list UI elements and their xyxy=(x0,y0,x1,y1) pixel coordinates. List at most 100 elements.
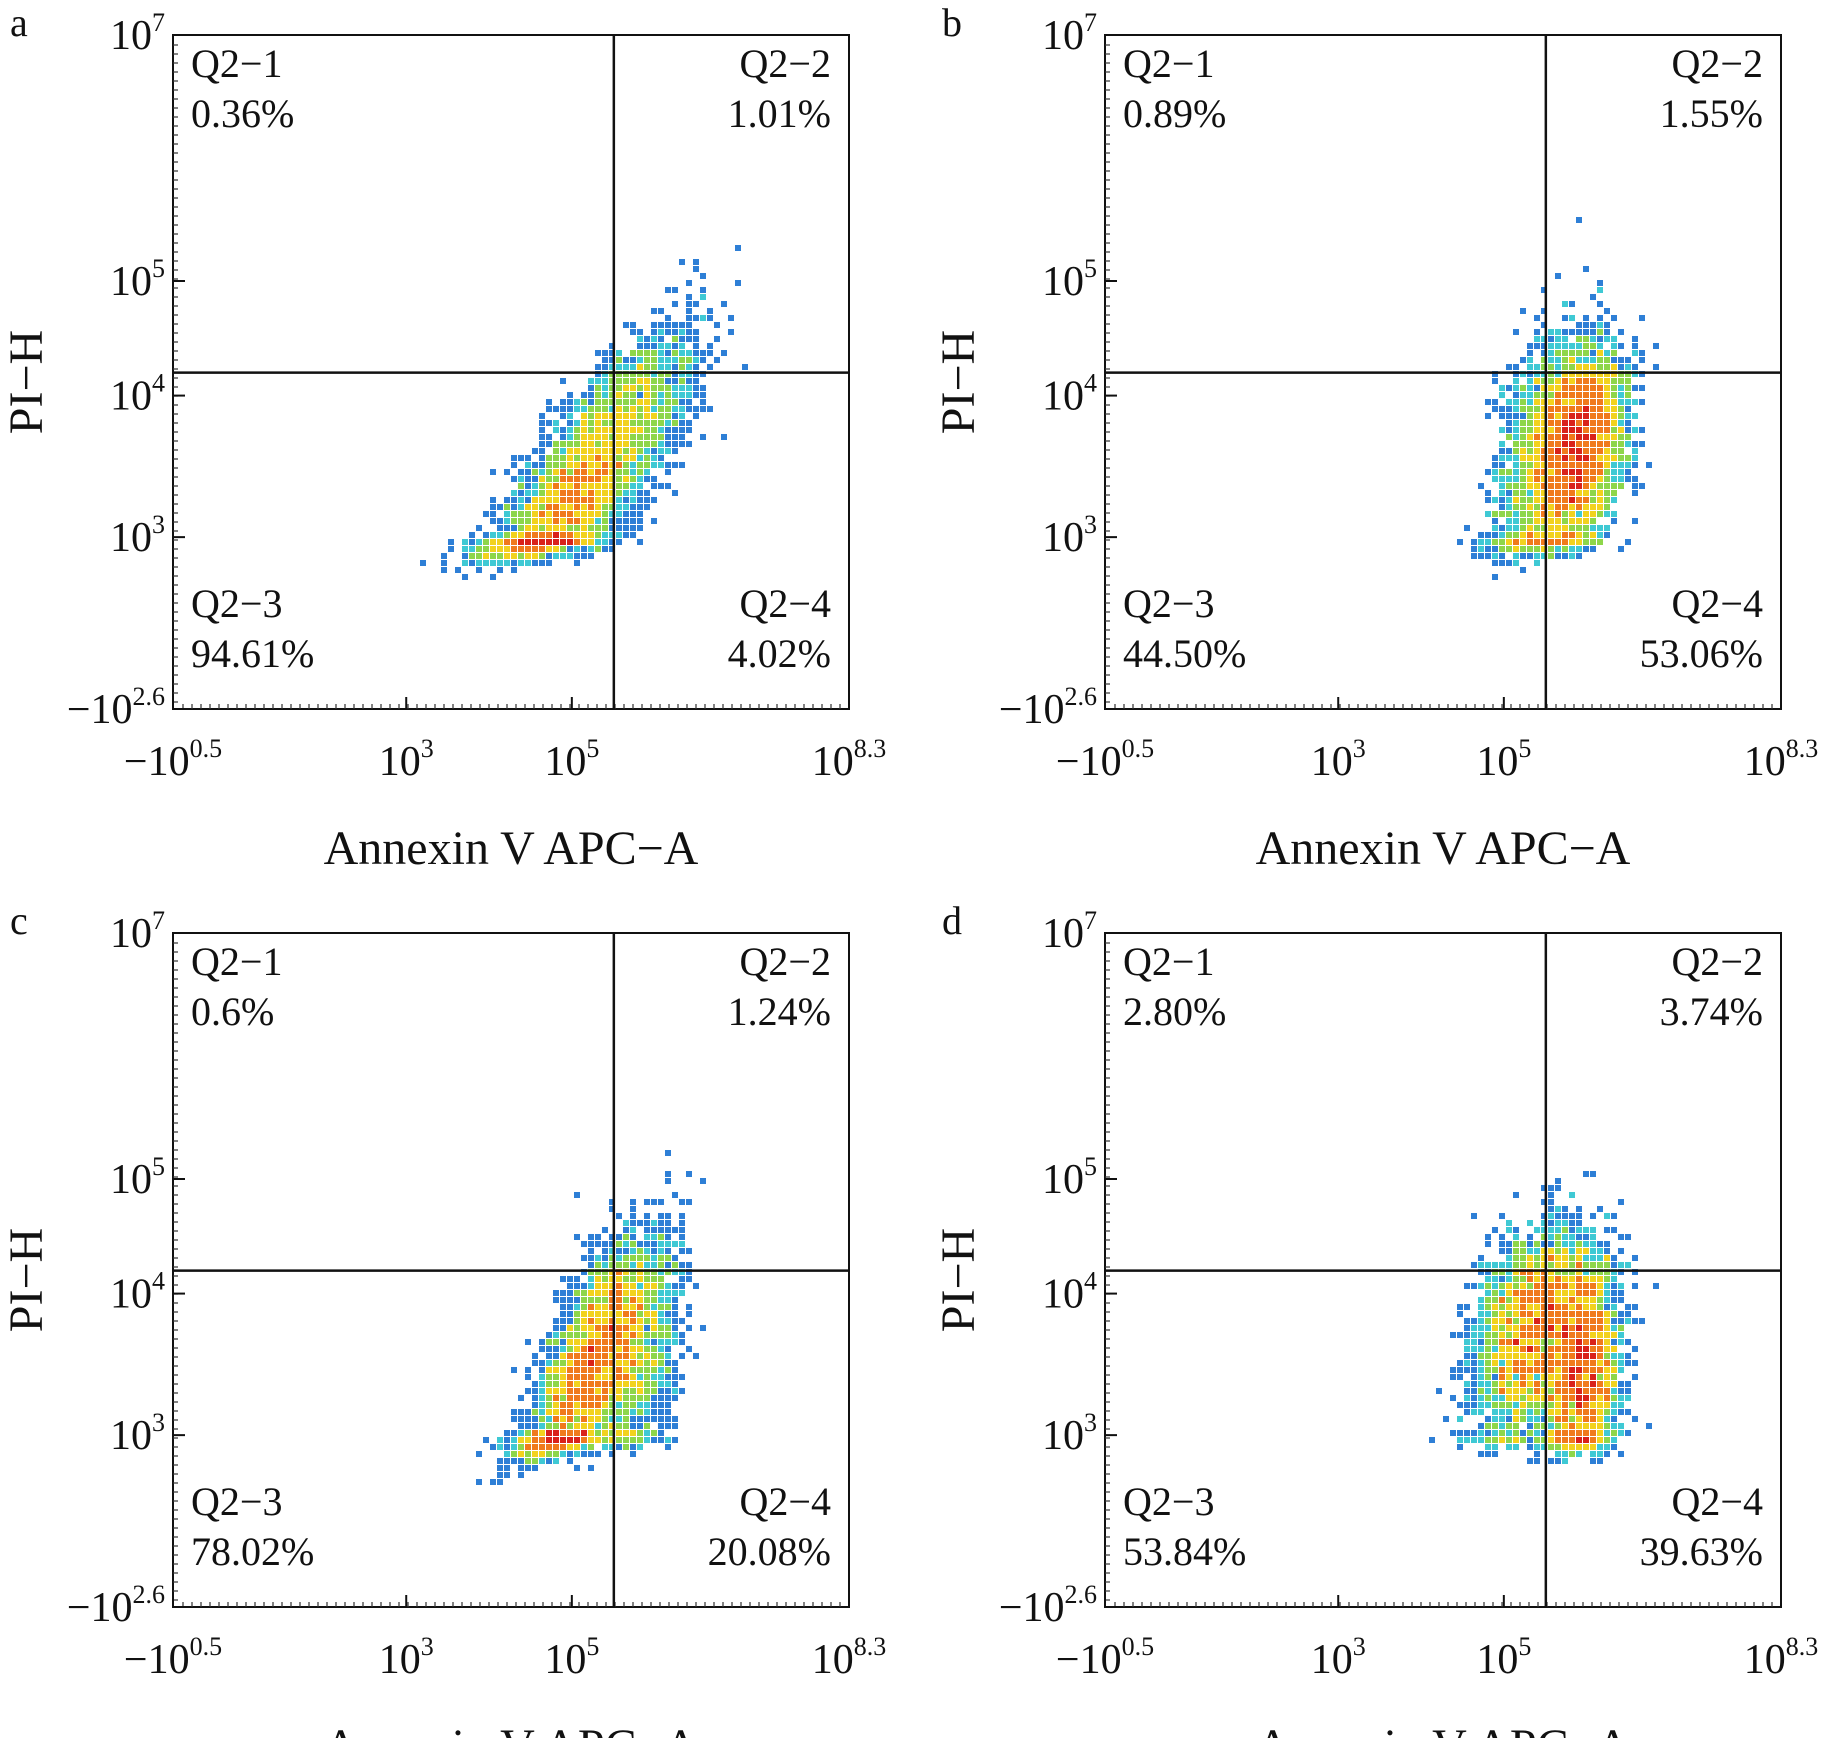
event-bin xyxy=(644,1241,650,1247)
event-bin xyxy=(553,1444,559,1450)
event-bin xyxy=(1513,371,1519,377)
event-bin xyxy=(1513,1241,1519,1247)
event-bin xyxy=(595,497,601,503)
event-bin xyxy=(525,546,531,552)
event-bin xyxy=(602,1276,608,1282)
event-bin xyxy=(665,413,671,419)
event-bin xyxy=(532,546,538,552)
event-bin xyxy=(574,441,580,447)
event-bin xyxy=(616,420,622,426)
event-bin xyxy=(637,413,643,419)
x-tick-label: 108.3 xyxy=(812,734,887,785)
event-bin xyxy=(1597,1262,1603,1268)
event-bin xyxy=(560,399,566,405)
event-bin xyxy=(1576,1423,1582,1429)
event-bin xyxy=(1464,1360,1470,1366)
event-bin xyxy=(1520,1437,1526,1443)
event-bin xyxy=(1604,364,1610,370)
event-bin xyxy=(567,553,573,559)
event-density-points xyxy=(1457,217,1659,580)
event-bin xyxy=(1548,441,1554,447)
event-bin xyxy=(1485,1276,1491,1282)
event-bin xyxy=(581,1339,587,1345)
event-bin xyxy=(532,1402,538,1408)
event-bin xyxy=(511,511,517,517)
event-bin xyxy=(581,497,587,503)
event-bin xyxy=(1562,1374,1568,1380)
event-bin xyxy=(651,1304,657,1310)
event-bin xyxy=(511,539,517,545)
event-bin xyxy=(553,1339,559,1345)
event-bin xyxy=(1611,364,1617,370)
event-bin xyxy=(686,1248,692,1254)
event-bin xyxy=(1541,385,1547,391)
event-bin xyxy=(679,420,685,426)
event-bin xyxy=(532,1444,538,1450)
event-bin xyxy=(1590,1171,1596,1177)
event-bin xyxy=(1597,441,1603,447)
event-bin xyxy=(588,532,594,538)
y-tick-label: 103 xyxy=(1042,510,1097,561)
event-bin xyxy=(1611,1269,1617,1275)
event-bin xyxy=(1611,406,1617,412)
event-bin xyxy=(609,1437,615,1443)
event-bin xyxy=(1590,1255,1596,1261)
event-bin xyxy=(1611,1360,1617,1366)
event-bin xyxy=(1611,462,1617,468)
event-bin xyxy=(609,420,615,426)
event-bin xyxy=(693,385,699,391)
event-bin xyxy=(595,1409,601,1415)
event-bin xyxy=(595,448,601,454)
event-bin xyxy=(1590,1374,1596,1380)
event-bin xyxy=(588,1465,594,1471)
event-bin xyxy=(1541,448,1547,454)
event-bin xyxy=(525,525,531,531)
event-bin xyxy=(1485,1311,1491,1317)
event-bin xyxy=(1590,385,1596,391)
event-bin xyxy=(1485,1402,1491,1408)
event-bin xyxy=(630,413,636,419)
event-bin xyxy=(1618,476,1624,482)
event-bin xyxy=(462,546,468,552)
event-bin xyxy=(567,1416,573,1422)
event-bin xyxy=(1590,1297,1596,1303)
event-bin xyxy=(1583,518,1589,524)
event-bin xyxy=(672,1374,678,1380)
event-bin xyxy=(637,427,643,433)
event-bin xyxy=(1562,1213,1568,1219)
event-bin xyxy=(651,1297,657,1303)
event-bin xyxy=(658,350,664,356)
event-bin xyxy=(1541,378,1547,384)
event-bin xyxy=(539,1409,545,1415)
event-bin xyxy=(1485,1381,1491,1387)
event-bin xyxy=(1590,1437,1596,1443)
event-bin xyxy=(560,1346,566,1352)
event-bin xyxy=(1590,1416,1596,1422)
event-bin xyxy=(1555,1248,1561,1254)
event-bin xyxy=(609,448,615,454)
event-bin xyxy=(1506,560,1512,566)
event-bin xyxy=(595,1325,601,1331)
event-bin xyxy=(623,1409,629,1415)
event-bin xyxy=(560,1451,566,1457)
event-bin xyxy=(1562,413,1568,419)
event-bin xyxy=(1625,1388,1631,1394)
event-bin xyxy=(567,1451,573,1457)
event-bin xyxy=(518,1409,524,1415)
event-bin xyxy=(1597,1290,1603,1296)
event-bin xyxy=(560,1409,566,1415)
event-bin xyxy=(546,1409,552,1415)
event-bin xyxy=(1562,1332,1568,1338)
event-bin xyxy=(553,553,559,559)
y-tick-label: 105 xyxy=(1042,1152,1097,1203)
event-bin xyxy=(602,497,608,503)
event-bin xyxy=(1590,1388,1596,1394)
event-bin xyxy=(665,469,671,475)
event-bin xyxy=(553,427,559,433)
event-bin xyxy=(672,427,678,433)
event-bin xyxy=(567,1283,573,1289)
y-tick-label: 107 xyxy=(110,906,165,957)
event-bin xyxy=(1499,1395,1505,1401)
event-bin xyxy=(1555,511,1561,517)
event-bin xyxy=(1548,1437,1554,1443)
